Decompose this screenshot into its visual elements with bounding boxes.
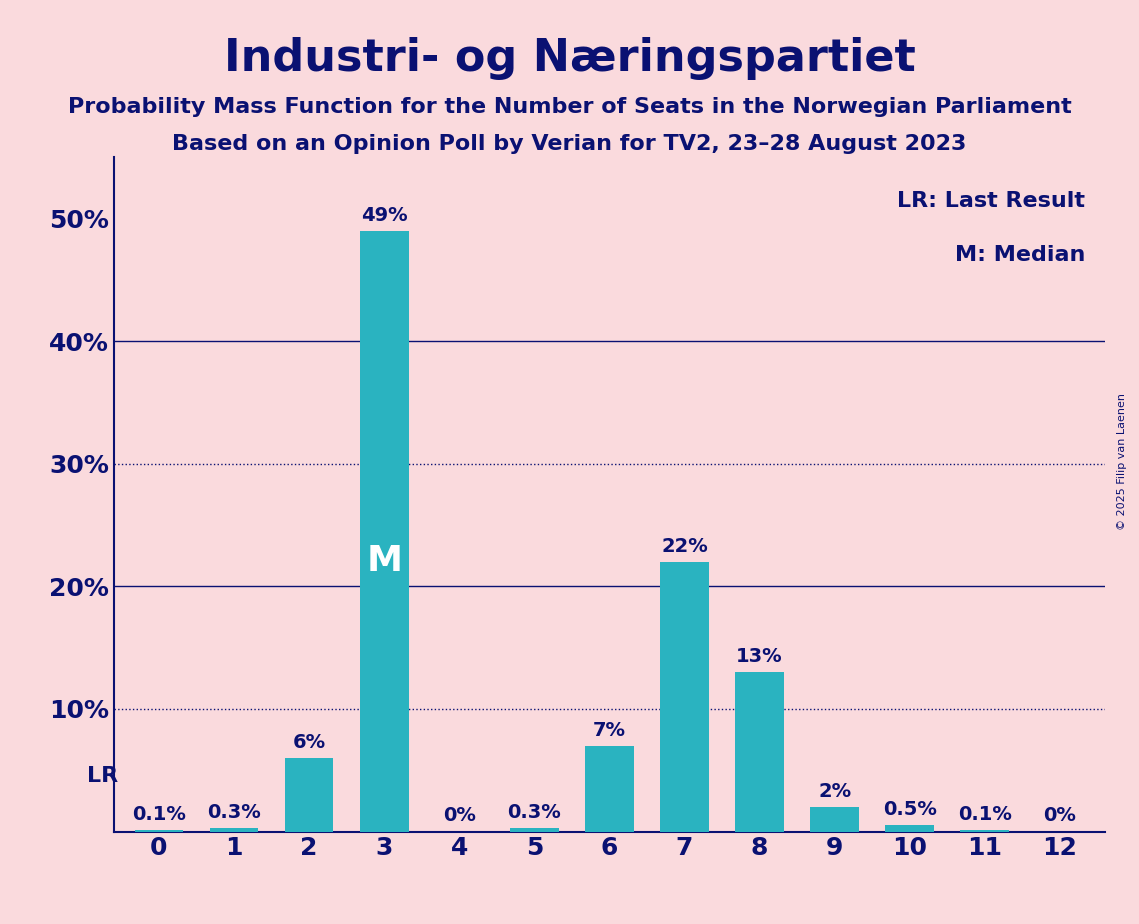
Text: Probability Mass Function for the Number of Seats in the Norwegian Parliament: Probability Mass Function for the Number… [67, 97, 1072, 117]
Text: 0%: 0% [1043, 807, 1076, 825]
Bar [585, 746, 633, 832]
Text: M: Median: M: Median [954, 245, 1085, 265]
Bar [510, 828, 559, 832]
Text: Industri- og Næringspartiet: Industri- og Næringspartiet [223, 37, 916, 80]
Text: © 2025 Filip van Laenen: © 2025 Filip van Laenen [1117, 394, 1126, 530]
Bar [960, 831, 1009, 832]
Bar [210, 828, 259, 832]
Text: 49%: 49% [361, 205, 408, 225]
Bar [360, 231, 409, 832]
Text: 0.3%: 0.3% [507, 803, 562, 821]
Text: M: M [366, 544, 402, 578]
Text: 0.5%: 0.5% [883, 800, 936, 820]
Bar [659, 562, 708, 832]
Text: Based on an Opinion Poll by Verian for TV2, 23–28 August 2023: Based on an Opinion Poll by Verian for T… [172, 134, 967, 154]
Bar [285, 758, 334, 832]
Text: 22%: 22% [661, 537, 707, 555]
Bar [885, 825, 934, 832]
Bar [735, 672, 784, 832]
Text: 0%: 0% [443, 807, 476, 825]
Text: 7%: 7% [593, 721, 625, 739]
Text: LR: Last Result: LR: Last Result [898, 191, 1085, 211]
Bar [134, 831, 183, 832]
Text: 0.3%: 0.3% [207, 803, 261, 821]
Text: 6%: 6% [293, 733, 326, 752]
Text: 2%: 2% [818, 782, 851, 801]
Bar [810, 807, 859, 832]
Text: 13%: 13% [736, 647, 782, 666]
Text: 0.1%: 0.1% [958, 805, 1011, 824]
Text: 0.1%: 0.1% [132, 805, 186, 824]
Text: LR: LR [87, 766, 117, 786]
